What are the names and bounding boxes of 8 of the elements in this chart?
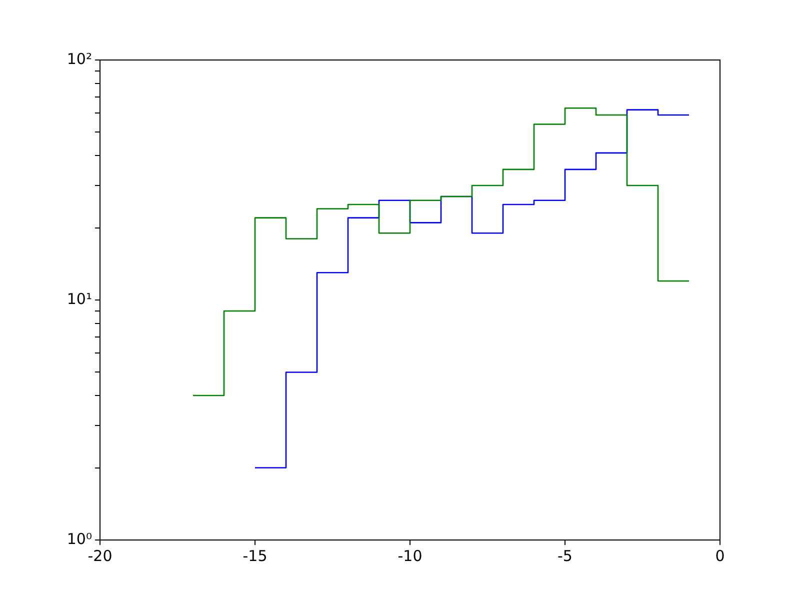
x-tick-label: -15 <box>242 546 268 565</box>
x-tick-label: -10 <box>398 546 422 565</box>
x-tick-label: 0 <box>715 546 725 565</box>
y-tick-label: 10⁰ <box>66 530 92 548</box>
x-tick-label: -20 <box>88 546 112 565</box>
y-tick-label: 10¹ <box>66 290 92 308</box>
x-tick-label: -5 <box>558 546 572 565</box>
y-tick-label: 10² <box>66 50 92 68</box>
